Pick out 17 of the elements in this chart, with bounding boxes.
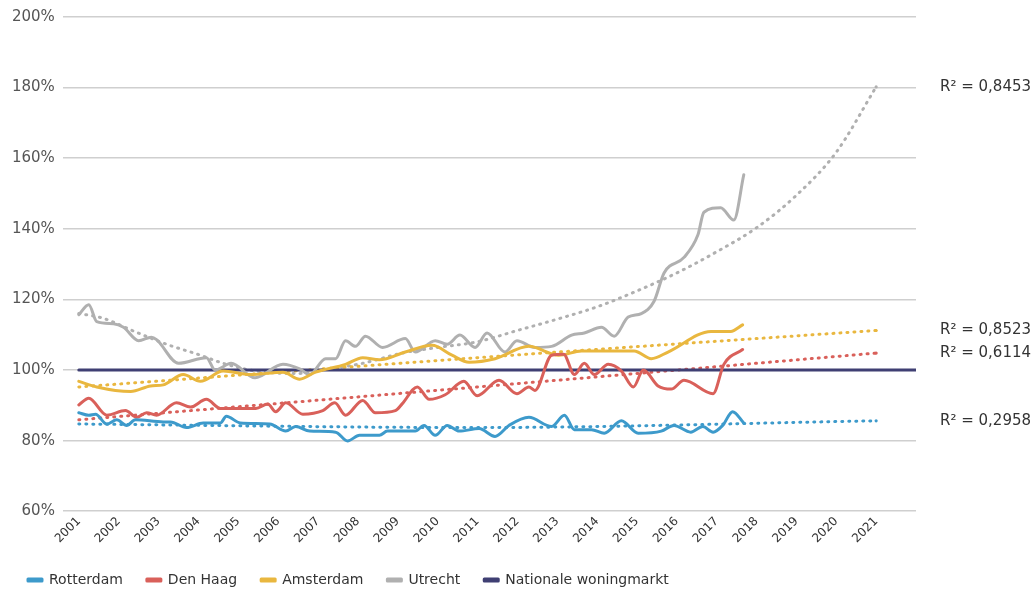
y-tick-label: 60% [21, 501, 55, 520]
y-tick-label: 200% [11, 6, 55, 25]
legend-label: Rotterdam [49, 570, 123, 587]
legend-label: Nationale woningmarkt [505, 570, 670, 587]
y-tick-label: 100% [11, 359, 55, 378]
text: R² = 0,6114 [940, 342, 1032, 361]
y-tick-label: 120% [11, 289, 55, 308]
legend-label: Den Haag [167, 570, 238, 587]
legend-label: Amsterdam [282, 570, 364, 587]
text: R² = 0,2958 [940, 410, 1032, 429]
text: R² = 0,8523 [940, 320, 1032, 339]
y-tick-label: 180% [11, 77, 55, 96]
y-tick-label: 160% [11, 148, 55, 167]
y-tick-label: 140% [11, 218, 55, 237]
y-tick-label: 80% [21, 430, 55, 449]
text: R² = 0,8453 [940, 76, 1032, 95]
legend-label: Utrecht [408, 570, 461, 587]
